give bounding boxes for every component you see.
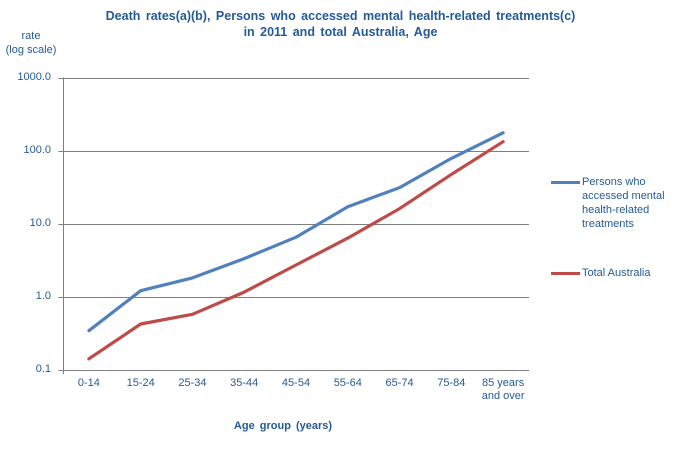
x-tick-label: 55-64 [333, 377, 362, 389]
x-tick-label: 75-84 [437, 377, 466, 389]
legend-line-red [551, 271, 580, 275]
chart-title-line2: in 2011 and total Australia, Age [243, 25, 438, 39]
x-tick-label: 35-44 [230, 377, 259, 389]
y-tick-label: 1000.0 [17, 71, 51, 83]
y-tick-label: 100.0 [23, 144, 51, 156]
x-tick-label: 85 years and over [481, 377, 525, 402]
y-tick-label: 10.0 [29, 217, 51, 229]
x-tick-label: 45-54 [281, 377, 311, 389]
chart-title-line1: Death rates(a)(b), Persons who accessed … [105, 9, 576, 23]
y-axis-label: rate (log scale) [5, 30, 57, 56]
chart-title: Death rates(a)(b), Persons who accessed … [0, 8, 681, 40]
y-tick-label: 0.1 [35, 363, 51, 375]
legend-label-total-australia: Total Australia [582, 267, 651, 279]
x-axis-title: Age group (years) [233, 420, 333, 432]
legend-label-persons: Persons who accessed mental health-relat… [582, 176, 665, 230]
x-tick-label: 0-14 [77, 377, 100, 389]
legend-line-blue [551, 180, 580, 184]
series-line-persons [87, 131, 505, 333]
x-tick-label: 25-34 [178, 377, 207, 389]
series-line-total-australia [87, 140, 505, 361]
y-tick-label: 1.0 [35, 290, 51, 302]
x-tick-label: 65-74 [385, 377, 414, 389]
x-tick-label: 15-24 [126, 377, 155, 389]
